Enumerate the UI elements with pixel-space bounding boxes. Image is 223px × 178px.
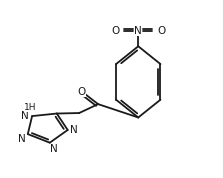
Text: 1H: 1H <box>24 103 36 112</box>
Text: O: O <box>157 26 165 36</box>
Text: N: N <box>21 111 29 121</box>
Text: N: N <box>134 26 142 36</box>
Text: O: O <box>111 26 119 36</box>
Text: O: O <box>77 87 85 97</box>
Text: N: N <box>50 143 58 154</box>
Text: N: N <box>70 125 78 135</box>
Text: N: N <box>18 134 26 144</box>
